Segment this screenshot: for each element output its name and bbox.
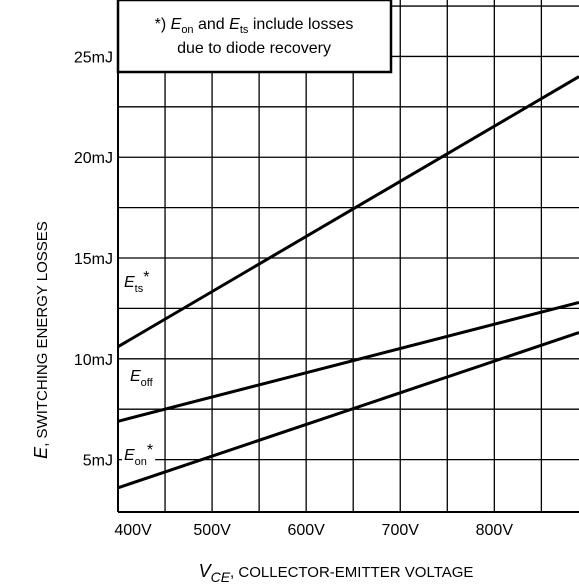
- series-label-subscript: ts: [135, 283, 144, 295]
- series-label-symbol: E: [130, 368, 141, 385]
- x-tick-labels: 400V 500V 600V 700V 800V: [114, 522, 513, 539]
- plot-background: [118, 0, 579, 512]
- y-tick-label: 5mJ: [83, 453, 113, 470]
- y-tick-labels: 5mJ 10mJ 15mJ 20mJ 25mJ: [74, 49, 113, 469]
- y-tick-label: 10mJ: [74, 352, 113, 369]
- x-tick-label: 500V: [193, 522, 231, 539]
- series-label-background: [122, 441, 156, 469]
- series-label-star: *: [147, 442, 153, 459]
- note-box: *) Eon and Ets include losses due to dio…: [116, 0, 393, 74]
- x-tick-label: 400V: [114, 522, 152, 539]
- note-line-2: due to diode recovery: [177, 40, 331, 57]
- y-axis-title: E, SWITCHING ENERGY LOSSES: [31, 221, 51, 459]
- x-tick-label: 800V: [476, 522, 514, 539]
- series-line-ts: [117, 75, 579, 348]
- x-tick-label: 600V: [287, 522, 325, 539]
- series-label-subscript: off: [141, 377, 154, 389]
- series-label-symbol: E: [124, 274, 135, 291]
- series-line-off: [117, 300, 579, 423]
- note-box-frame: [116, 0, 393, 74]
- series-label-subscript: on: [135, 456, 147, 468]
- y-tick-label: 15mJ: [74, 251, 113, 268]
- series-label-symbol: E: [124, 447, 135, 464]
- series-lines: [117, 75, 579, 490]
- series-label-ts: Ets*: [124, 269, 149, 295]
- series-label-on: Eon*: [124, 442, 153, 468]
- note-line-1: *) Eon and Ets include losses: [155, 16, 354, 36]
- y-tick-label: 20mJ: [74, 150, 113, 167]
- y-tick-label: 25mJ: [74, 49, 113, 66]
- series-label-background: [122, 268, 152, 296]
- x-tick-label: 700V: [382, 522, 420, 539]
- series-label-off: Eoff: [130, 368, 154, 389]
- x-axis-title: VCE, COLLECTOR-EMITTER VOLTAGE: [199, 561, 474, 585]
- series-label-star: *: [143, 269, 149, 286]
- series-label-background: [128, 367, 156, 390]
- series-line-on: [117, 331, 579, 490]
